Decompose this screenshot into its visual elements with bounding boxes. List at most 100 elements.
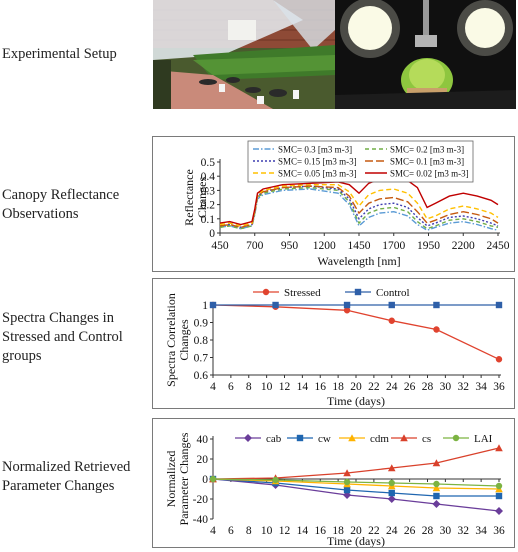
x-tick-label: 30 xyxy=(440,525,452,537)
data-point xyxy=(388,317,395,324)
y-tick-label: 0.7 xyxy=(194,353,209,365)
label-canopy-line2: Observations xyxy=(2,206,79,222)
data-point xyxy=(433,480,440,488)
legend-label: Stressed xyxy=(284,287,321,299)
y-axis-label-line: Reflectance xyxy=(182,169,196,226)
parameter-chart: -40 -20 0 20 40 4 6 8 10 12 14 16 18 20 22 24 26 28 30 32 34… xyxy=(164,432,505,548)
series-line-cs xyxy=(212,447,500,480)
x-tick-label: 24 xyxy=(386,525,398,537)
y-axis-label-line: Changes xyxy=(195,177,209,219)
x-tick-label: 4 xyxy=(210,381,216,393)
legend-marker xyxy=(244,434,252,442)
x-tick-label: 700 xyxy=(246,240,264,252)
data-point xyxy=(433,492,440,500)
y-tick-label: 20 xyxy=(197,454,209,466)
legend-label: SMC= 0.02 [m3 m-3] xyxy=(390,169,469,179)
legend-marker xyxy=(452,434,460,442)
y-tick-label: -40 xyxy=(193,514,209,526)
legend-marker xyxy=(348,434,356,442)
y-tick-label: 0.1 xyxy=(201,214,216,226)
data-point xyxy=(209,301,217,309)
data-point xyxy=(343,307,351,314)
x-tick-label: 4 xyxy=(210,525,216,537)
x-tick-label: 18 xyxy=(332,525,344,537)
series-line-cdm xyxy=(212,478,500,490)
x-axis-label: Wavelength [nm] xyxy=(317,254,400,268)
series-line-cab xyxy=(212,478,500,512)
y-tick-label: -20 xyxy=(193,494,209,506)
correlation-chart-panel: 0.6 0.7 0.8 0.9 1 4 6 8 10 12 14 16 18 20 22 24 26 28 30 32… xyxy=(152,278,515,409)
data-point xyxy=(272,476,279,484)
series-line-stressed xyxy=(212,304,500,360)
data-point xyxy=(433,326,440,333)
label-parameter-changes: Normalized Retrieved Parameter Changes xyxy=(2,458,130,496)
legend-label: LAI xyxy=(474,433,493,445)
x-tick-label: 32 xyxy=(458,381,470,393)
x-tick-label: 20 xyxy=(350,381,362,393)
series-line-smc-0-02-m3-m-3- xyxy=(219,175,499,226)
label-canopy-line1: Canopy Reflectance xyxy=(2,187,120,203)
data-point xyxy=(432,500,441,508)
data-point xyxy=(495,301,503,309)
lab-setup-photo xyxy=(335,0,516,109)
x-tick-label: 10 xyxy=(261,525,273,537)
x-tick-label: 26 xyxy=(404,381,416,393)
x-tick-label: 34 xyxy=(475,525,487,537)
series-line-lai xyxy=(212,478,500,487)
x-tick-label: 1200 xyxy=(313,240,336,252)
x-tick-label: 1700 xyxy=(382,240,405,252)
y-axis-label: Spectra CorrelationChanges xyxy=(164,293,191,387)
parameter-chart-panel: -40 -20 0 20 40 4 6 8 10 12 14 16 18 20 22 24 26 28 30 32 34… xyxy=(152,418,515,548)
y-tick-label: 0.2 xyxy=(201,200,216,212)
reflectance-chart: 0 0.1 0.2 0.3 0.4 0.5 450 700 950 1200 1450 1700 195… xyxy=(182,140,510,268)
y-tick-label: 0.5 xyxy=(201,157,216,169)
y-tick-label: 0.9 xyxy=(194,318,209,330)
y-tick-label: 0 xyxy=(209,228,215,240)
label-param-line1: Normalized Retrieved xyxy=(2,459,131,475)
data-point xyxy=(343,469,351,477)
y-tick-label: 1 xyxy=(202,300,208,312)
y-tick-label: 0.8 xyxy=(194,335,209,347)
y-tick-label: 0 xyxy=(202,474,208,486)
legend-label: cw xyxy=(318,433,331,445)
legend-label: SMC= 0.05 [m3 m-3] xyxy=(278,169,357,179)
data-point xyxy=(388,479,395,487)
x-tick-label: 22 xyxy=(368,525,380,537)
label-param-line2: Parameter Changes xyxy=(2,478,115,494)
legend-label: SMC= 0.1 [m3 m-3] xyxy=(390,157,464,167)
x-tick-label: 12 xyxy=(279,525,291,537)
y-axis-label-line: Parameter Changes xyxy=(177,432,191,525)
x-tick-label: 12 xyxy=(279,381,291,393)
data-point xyxy=(343,478,351,486)
x-tick-label: 32 xyxy=(458,525,470,537)
y-axis-label-line: Spectra Correlation xyxy=(164,293,178,387)
x-axis-label: Time (days) xyxy=(327,534,385,547)
data-point xyxy=(388,301,395,309)
series-line-smc-0-15-m3-m-3- xyxy=(219,185,499,229)
x-tick-label: 36 xyxy=(493,525,505,537)
data-point xyxy=(272,301,279,309)
y-tick-label: 40 xyxy=(197,434,209,446)
legend-label: cab xyxy=(266,433,282,445)
x-tick-label: 28 xyxy=(422,525,434,537)
legend-marker xyxy=(354,288,362,296)
legend-label: SMC= 0.2 [m3 m-3] xyxy=(390,145,464,155)
legend-marker xyxy=(400,434,408,442)
y-tick-label: 0.6 xyxy=(194,370,209,382)
y-tick-label: 0.4 xyxy=(201,171,216,183)
data-point xyxy=(495,444,503,452)
data-point xyxy=(432,484,441,492)
y-tick-label: 0.3 xyxy=(201,185,216,197)
x-tick-label: 30 xyxy=(440,381,452,393)
x-tick-label: 2450 xyxy=(487,240,510,252)
x-tick-label: 6 xyxy=(228,381,234,393)
x-tick-label: 14 xyxy=(297,381,309,393)
y-axis-label: NormalizedParameter Changes xyxy=(164,432,191,525)
x-tick-label: 1950 xyxy=(417,240,440,252)
data-point xyxy=(388,489,395,497)
legend-label: Control xyxy=(376,287,410,299)
label-spectra-changes: Spectra Changes in Stressed and Control … xyxy=(2,309,123,366)
x-tick-label: 2200 xyxy=(452,240,475,252)
legend-label: SMC= 0.3 [m3 m-3] xyxy=(278,145,352,155)
label-spectra-line2: Stressed and Control xyxy=(2,329,123,345)
